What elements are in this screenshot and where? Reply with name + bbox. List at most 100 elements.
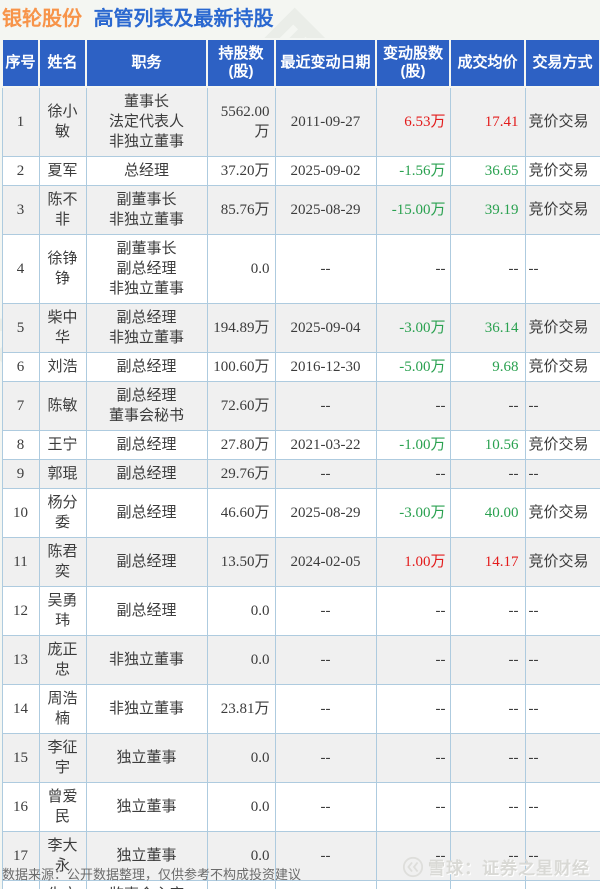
cell-shares: 0.0	[206, 831, 276, 881]
cell-position: 总经理	[85, 156, 208, 186]
cell-shares: 46.60万	[206, 488, 276, 538]
cell-name: 周浩楠	[38, 684, 87, 734]
cell-change-shares: -15.00万	[375, 185, 451, 235]
cell-avg-price: 17.41	[449, 86, 526, 157]
cell-index: 3	[1, 185, 40, 235]
cell-name: 杨分委	[38, 488, 87, 538]
cell-change-shares: -5.00万	[375, 352, 451, 382]
cell-avg-price: 10.56	[449, 430, 526, 460]
cell-trade-method: 竞价交易	[524, 185, 600, 235]
page-title-text: 高管列表及最新持股	[93, 8, 274, 30]
table-body: 1 徐小敏 董事长 法定代表人 非独立董事 5562.00万 2011-09-27 …	[1, 86, 600, 889]
header-trade-method: 交易方式	[524, 38, 600, 88]
cell-change-date: 2021-03-22	[274, 430, 377, 460]
table-row: 16 曾爱民 独立董事 0.0 -- -- -- --	[1, 782, 600, 832]
cell-change-shares: --	[375, 586, 451, 636]
cell-name: 吴勇玮	[38, 586, 87, 636]
table-row: 12 吴勇玮 副总经理 0.0 -- -- -- --	[1, 586, 600, 636]
cell-position: 独立董事	[85, 831, 208, 881]
cell-shares: 27.80万	[206, 430, 276, 460]
cell-change-shares: --	[375, 733, 451, 783]
cell-avg-price: 36.14	[449, 303, 526, 353]
cell-position: 副总经理	[85, 488, 208, 538]
cell-shares: 37.20万	[206, 156, 276, 186]
table-row: 10 杨分委 副总经理 46.60万 2025-08-29 -3.00万 40.…	[1, 488, 600, 538]
table-header: 序号 姓名 职务 持股数 (股) 最近变动日期 变动股数 (股) 成交均价 交易…	[1, 38, 600, 88]
cell-change-shares: 1.00万	[375, 537, 451, 587]
table-row: 6 刘浩 副总经理 100.60万 2016-12-30 -5.00万 9.68…	[1, 352, 600, 382]
cell-index: 13	[1, 635, 40, 685]
cell-avg-price: 14.17	[449, 537, 526, 587]
cell-index: 10	[1, 488, 40, 538]
cell-avg-price: --	[449, 782, 526, 832]
cell-change-shares: --	[375, 684, 451, 734]
cell-change-date: 2024-02-05	[274, 537, 377, 587]
table-row: 1 徐小敏 董事长 法定代表人 非独立董事 5562.00万 2011-09-27 …	[1, 86, 600, 157]
cell-change-shares: --	[375, 459, 451, 489]
cell-name: 陈不非	[38, 185, 87, 235]
cell-avg-price: --	[449, 234, 526, 304]
holdings-table: 序号 姓名 职务 持股数 (股) 最近变动日期 变动股数 (股) 成交均价 交易…	[1, 38, 600, 889]
cell-change-date: 2025-08-29	[274, 488, 377, 538]
cell-trade-method: --	[524, 381, 600, 431]
cell-index: 9	[1, 459, 40, 489]
cell-trade-method: --	[524, 880, 600, 889]
stock-name: 银轮股份	[2, 8, 82, 30]
cell-index: 2	[1, 156, 40, 186]
cell-avg-price: --	[449, 586, 526, 636]
cell-change-shares: --	[375, 782, 451, 832]
cell-trade-method: 竞价交易	[524, 352, 600, 382]
cell-name: 柴中华	[38, 303, 87, 353]
cell-avg-price: --	[449, 459, 526, 489]
cell-name: 陈敏	[38, 381, 87, 431]
cell-shares: 0.0	[206, 733, 276, 783]
header-index: 序号	[1, 38, 40, 88]
cell-index: 7	[1, 381, 40, 431]
brand-watermark: 雪球：证券之星财经	[402, 854, 590, 879]
cell-change-date: --	[274, 381, 377, 431]
cell-change-date: --	[274, 459, 377, 489]
cell-position: 独立董事	[85, 782, 208, 832]
cell-change-shares: -1.00万	[375, 430, 451, 460]
table-row: 8 王宁 副总经理 27.80万 2021-03-22 -1.00万 10.56…	[1, 430, 600, 460]
cell-change-date: --	[274, 733, 377, 783]
cell-change-shares: -1.56万	[375, 156, 451, 186]
cell-shares: 0.0	[206, 782, 276, 832]
cell-trade-method: --	[524, 586, 600, 636]
table-row: 3 陈不非 副董事长 非独立董事 85.76万 2025-08-29 -15.00…	[1, 185, 600, 235]
table-row: 9 郭琨 副总经理 29.76万 -- -- -- --	[1, 459, 600, 489]
cell-position: 非独立董事	[85, 635, 208, 685]
cell-change-shares: -3.00万	[375, 303, 451, 353]
cell-position: 副总经理	[85, 537, 208, 587]
cell-position: 副董事长 副总经理 非独立董事	[85, 234, 208, 304]
cell-trade-method: 竞价交易	[524, 430, 600, 460]
cell-avg-price: 9.68	[449, 352, 526, 382]
cell-position: 副总经理	[85, 430, 208, 460]
table-row: 11 陈君奕 副总经理 13.50万 2024-02-05 1.00万 14.1…	[1, 537, 600, 587]
cell-name: 王宁	[38, 430, 87, 460]
cell-change-date: --	[274, 635, 377, 685]
cell-index: 8	[1, 430, 40, 460]
cell-change-date: 2025-08-29	[274, 185, 377, 235]
cell-trade-method: --	[524, 684, 600, 734]
cell-index: 15	[1, 733, 40, 783]
cell-trade-method: --	[524, 782, 600, 832]
cell-shares: 13.50万	[206, 537, 276, 587]
cell-change-date: --	[274, 684, 377, 734]
header-change-date: 最近变动日期	[274, 38, 377, 88]
cell-position: 副总经理 董事会秘书	[85, 381, 208, 431]
cell-shares: 85.76万	[206, 185, 276, 235]
cell-change-date: 2011-09-27	[274, 86, 377, 157]
cell-avg-price: 40.00	[449, 488, 526, 538]
cell-trade-method: 竞价交易	[524, 86, 600, 157]
cell-trade-method: --	[524, 635, 600, 685]
cell-shares: 29.76万	[206, 459, 276, 489]
cell-change-date: 2025-09-04	[274, 303, 377, 353]
cell-index: 1	[1, 86, 40, 157]
cell-index: 11	[1, 537, 40, 587]
table-row: 13 庞正忠 非独立董事 0.0 -- -- -- --	[1, 635, 600, 685]
cell-index: 17	[1, 831, 40, 881]
cell-shares: 0.0	[206, 586, 276, 636]
cell-shares: 194.89万	[206, 303, 276, 353]
cell-shares: 5562.00万	[206, 86, 276, 157]
